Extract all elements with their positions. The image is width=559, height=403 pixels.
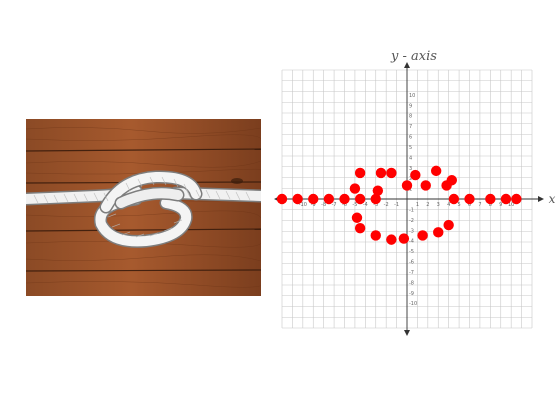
plotted-point: [398, 233, 410, 244]
plotted-point: [386, 167, 397, 179]
rope-knot: [26, 170, 261, 248]
knotted-rope-on-wood-photo: [26, 119, 261, 296]
x-tick-label: 6: [468, 202, 471, 208]
y-tick-label: -9: [409, 291, 414, 297]
plotted-point: [433, 227, 444, 238]
plotted-point: [410, 169, 421, 181]
y-axis-arrow-up: [404, 62, 410, 68]
y-tick-label: -5: [409, 249, 414, 255]
plotted-point: [339, 193, 350, 205]
y-tick-label: 7: [409, 124, 412, 130]
plotted-point: [349, 183, 361, 194]
y-tick-label: 3: [409, 166, 412, 172]
x-tick-label: 10: [508, 202, 514, 208]
y-tick-label: 9: [409, 103, 412, 109]
y-tick-label: 2: [409, 176, 412, 182]
coordinate-plot: -10 -9 -8 -7 -6 -5 -4 -3 -2 -1 1 2 3 4 5 6 7 8 9 1010987654…: [274, 49, 556, 336]
x-tick-label: -10: [299, 202, 307, 208]
x-axis-label: x: [549, 192, 556, 206]
plotted-point: [401, 180, 413, 191]
x-tick-label: 2: [426, 202, 429, 208]
wood-knot: [231, 178, 243, 184]
x-tick-label: -9: [311, 202, 316, 208]
plotted-point: [448, 193, 460, 205]
tick-labels: -10 -9 -8 -7 -6 -5 -4 -3 -2 -1 1 2 3 4 5 6 7 8 9 1010987654…: [299, 93, 515, 307]
x-tick-label: 7: [478, 202, 481, 208]
y-tick-label: -8: [409, 280, 414, 286]
plotted-point: [485, 193, 496, 205]
y-tick-label: -6: [409, 260, 414, 266]
y-tick-label: 1: [409, 187, 412, 193]
plotted-point: [323, 193, 335, 205]
x-tick-label: 5: [457, 202, 460, 208]
x-tick-label: -7: [332, 202, 337, 208]
plotted-point: [372, 185, 384, 196]
rope-braid-texture: [33, 176, 251, 238]
x-tick-label: -5: [352, 202, 357, 208]
plotted-point: [386, 234, 397, 245]
x-tick-label: -2: [384, 202, 389, 208]
plotted-point: [351, 212, 363, 223]
y-tick-label: -10: [409, 301, 417, 307]
plotted-point: [370, 193, 381, 205]
y-tick-label: -4: [409, 239, 414, 245]
plotted-point: [375, 167, 387, 179]
plotted-point: [464, 193, 475, 205]
plotted-point: [308, 193, 319, 205]
plotted-point: [354, 167, 366, 179]
x-tick-label: -4: [363, 202, 368, 208]
y-tick-label: 10: [409, 93, 415, 99]
y-tick-label: 8: [409, 114, 412, 120]
y-tick-label: -1: [409, 207, 414, 213]
y-tick-label: 6: [409, 135, 412, 141]
plotted-point: [292, 193, 303, 205]
x-tick-label: -6: [342, 202, 347, 208]
y-tick-label: -2: [409, 218, 414, 224]
plotted-point: [354, 222, 366, 234]
plotted-point: [430, 165, 442, 177]
plotted-point: [443, 219, 454, 231]
x-tick-label: -3: [373, 202, 378, 208]
wood-plank-seams: [26, 148, 261, 272]
y-axis-label: y - axis: [390, 49, 437, 64]
y-tick-label: -7: [409, 270, 414, 276]
x-tick-label: -8: [321, 202, 326, 208]
x-tick-label: 1: [416, 202, 419, 208]
plotted-point: [354, 193, 366, 205]
plotted-point: [446, 175, 457, 186]
x-tick-label: 9: [499, 202, 502, 208]
plotted-point: [276, 193, 288, 205]
plotted-point: [500, 193, 512, 205]
y-tick-label: -3: [409, 228, 414, 234]
y-tick-label: 4: [409, 155, 412, 161]
y-axis-arrow-down: [404, 330, 410, 336]
x-tick-label: 4: [447, 202, 450, 208]
y-tick-label: 5: [409, 145, 412, 151]
plotted-points: [276, 165, 522, 245]
plotted-point: [417, 230, 428, 241]
plotted-point: [420, 180, 431, 191]
x-tick-label: 3: [437, 202, 440, 208]
x-tick-label: -1: [394, 202, 399, 208]
plotted-point: [370, 230, 381, 241]
plotted-point: [511, 193, 522, 205]
x-axis-arrow-right: [538, 196, 544, 202]
x-tick-label: 8: [489, 202, 492, 208]
